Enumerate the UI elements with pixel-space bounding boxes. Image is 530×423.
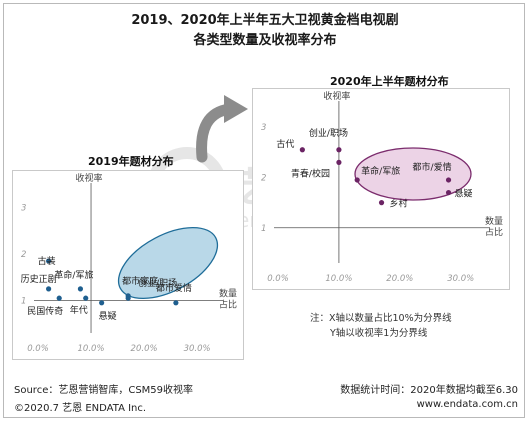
data-point-label: 历史正剧 <box>21 273 57 285</box>
y-tick-label: 3 <box>21 204 26 214</box>
data-point <box>336 159 342 165</box>
x-axis-label: 数量 <box>219 287 237 299</box>
x-tick-label: 10.0% <box>78 344 105 354</box>
y-tick-label: 3 <box>261 123 266 133</box>
data-point <box>46 286 52 292</box>
chart-2019-panel: 0.0% 10.0% 20.0% 30.0% 1 2 3 收视率数量 占比 古装历史正剧民国传奇 革… <box>12 170 244 360</box>
data-point-label: 古代 <box>276 138 294 150</box>
data-point-label: 革命/军旅 <box>361 165 400 177</box>
highlight-ellipse <box>354 147 472 201</box>
data-point-label: 古装 <box>38 255 56 267</box>
figure-frame <box>3 3 525 418</box>
data-point-label: 乡村 <box>390 198 408 210</box>
data-point-label: 悬疑 <box>455 189 473 200</box>
data-point-label: 革命/军旅 <box>54 269 93 281</box>
data-point-label: 都市爱情 <box>156 282 192 294</box>
data-point <box>378 200 385 206</box>
chart-2019-title: 2019年题材分布 <box>88 155 174 168</box>
x-tick-label: 30.0% <box>184 344 211 354</box>
data-point <box>99 300 105 306</box>
data-point-label: 年代 <box>70 304 88 316</box>
x-axis-label-2: 占比 <box>219 298 237 310</box>
y-tick-label: 1 <box>21 296 26 306</box>
data-point <box>77 286 84 292</box>
note-x-axis: 注：X轴以数量占比10%为分界线 <box>310 313 452 324</box>
data-point <box>445 177 452 183</box>
x-tick-label: 20.0% <box>386 274 413 284</box>
data-point <box>445 189 452 196</box>
source-text: Source：艺恩营销智库，CSM59收视率 <box>14 385 194 396</box>
chart-2020-title: 2020年上半年题材分布 <box>330 75 449 88</box>
chart-2020-panel: 0.0% 10.0% 20.0% 30.0% 1 2 3 收视率数量 占比 古代 创业/职场青春/校… <box>252 88 510 290</box>
y-axis-label: 收视率 <box>76 172 103 184</box>
x-tick-label: 20.0% <box>131 344 158 354</box>
y-axis-label: 收视率 <box>323 90 350 102</box>
data-point-label: 民国传奇 <box>27 305 63 317</box>
transition-arrow <box>196 95 248 163</box>
main-title-line1: 2019、2020年上半年五大卫视黄金档电视剧 <box>131 13 399 28</box>
stat-time-text: 数据统计时间：2020年数据均截至6.30 <box>340 385 518 396</box>
data-point <box>56 295 62 301</box>
data-point-label: 青春/校园 <box>291 167 330 179</box>
data-point <box>336 147 342 153</box>
highlight-ellipse <box>117 226 219 300</box>
x-tick-label: 0.0% <box>267 274 289 284</box>
data-point-label: 创业/职场 <box>309 127 348 139</box>
note-y-axis: Y轴以收视率1为分界线 <box>330 328 428 339</box>
data-point-label: 创业/职场 <box>138 277 177 289</box>
main-title-line2: 各类型数量及收视率分布 <box>193 33 337 48</box>
data-point-label: 都市/爱情 <box>413 161 452 173</box>
x-tick-label: 30.0% <box>447 274 474 284</box>
data-point <box>299 147 305 153</box>
data-point <box>46 258 52 264</box>
data-point-label: 都市家庭 <box>122 275 158 287</box>
x-axis-label: 数量 <box>485 215 503 227</box>
copyright-text: ©2020.7 艺恩 ENDATA Inc. <box>14 403 147 414</box>
x-tick-label: 0.0% <box>27 344 49 354</box>
data-point <box>125 293 131 299</box>
x-axis-label-2: 占比 <box>485 226 503 238</box>
y-tick-label: 2 <box>261 173 266 183</box>
data-point <box>354 177 360 183</box>
y-tick-label: 1 <box>261 224 266 234</box>
data-point-label: 悬疑 <box>99 311 117 322</box>
y-tick-label: 2 <box>21 250 26 260</box>
website-text: www.endata.com.cn <box>416 399 518 410</box>
x-tick-label: 10.0% <box>325 274 352 284</box>
data-point <box>83 295 89 301</box>
data-point <box>173 300 179 306</box>
